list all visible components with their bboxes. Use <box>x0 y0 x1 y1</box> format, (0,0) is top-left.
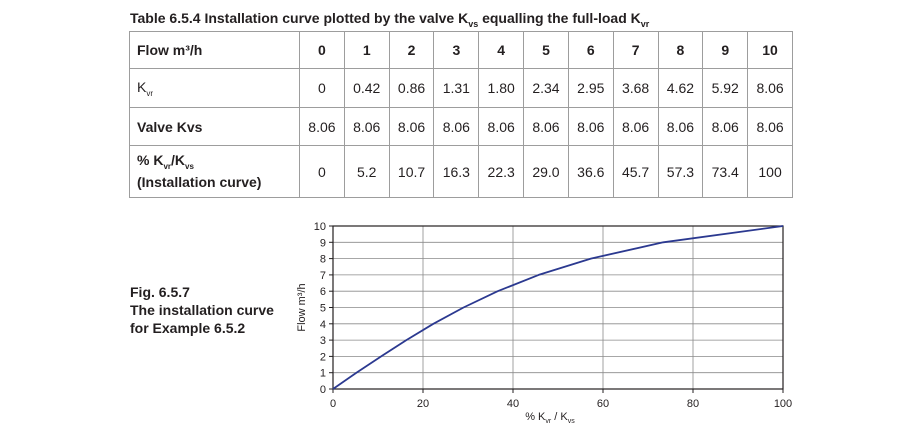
x-tick-label-40: 40 <box>507 398 519 410</box>
y-tick-label-8: 8 <box>320 254 326 266</box>
cell-pct-6: 36.6 <box>567 145 614 198</box>
cell-pct-4: 22.3 <box>478 145 525 198</box>
y-tick-label-5: 5 <box>320 303 326 315</box>
pct-label-b: /K <box>171 151 186 168</box>
cell-flow-3: 3 <box>433 31 480 69</box>
x-tick-label-60: 60 <box>597 398 609 410</box>
figure-caption: Fig. 6.5.7 The installation curve for Ex… <box>130 283 274 337</box>
cell-pct-8: 57.3 <box>657 145 704 198</box>
cell-kvs-7: 8.06 <box>612 107 659 146</box>
cell-flow-7: 7 <box>612 31 659 69</box>
series-line-0 <box>332 225 784 390</box>
cell-pct-7: 45.7 <box>612 145 659 198</box>
y-axis-label: Flow m³/h <box>296 283 308 331</box>
row-label-kvr: Kvr <box>129 68 300 108</box>
cell-pct-10: 100 <box>747 145 793 198</box>
cell-flow-0: 0 <box>299 31 345 69</box>
pct-label-sub1: vr <box>163 161 172 171</box>
cell-kvs-6: 8.06 <box>567 107 614 146</box>
y-tick-label-3: 3 <box>320 335 326 347</box>
caption-text: Table 6.5.4 Installation curve plotted b… <box>130 10 469 26</box>
x-tick-label-100: 100 <box>774 398 792 410</box>
y-tick-label-7: 7 <box>320 270 326 282</box>
caption-sub-vs: vs <box>468 18 479 29</box>
plot-frame <box>332 225 784 390</box>
pct-label-line2: (Installation curve) <box>137 174 262 191</box>
y-tick-label-9: 9 <box>320 237 326 249</box>
kvr-label-sub: vr <box>146 88 154 98</box>
cell-flow-9: 9 <box>702 31 749 69</box>
row-label-kvs: Valve Kvs <box>129 107 300 146</box>
cell-pct-1: 5.2 <box>343 145 390 198</box>
cell-kvs-9: 8.06 <box>702 107 749 146</box>
cell-kvs-3: 8.06 <box>433 107 480 146</box>
table-row-flow: Flow m³/h 0 1 2 3 4 5 6 7 8 9 10 <box>129 31 793 69</box>
cell-kvr-3: 1.31 <box>433 68 480 108</box>
x-tick-label-80: 80 <box>687 398 699 410</box>
row-label-flow: Flow m³/h <box>129 31 300 69</box>
figure-number: Fig. 6.5.7 <box>130 284 190 300</box>
cell-kvs-1: 8.06 <box>343 107 390 146</box>
figure-title-line1: The installation curve <box>130 302 274 318</box>
y-tick-label-6: 6 <box>320 286 326 298</box>
x-axis-label: % Kvr / Kvs <box>525 411 575 425</box>
y-tick-label-0: 0 <box>320 384 326 396</box>
table-caption: Table 6.5.4 Installation curve plotted b… <box>130 10 649 29</box>
caption-text-middle: equalling the full-load K <box>478 10 641 26</box>
cell-kvs-0: 8.06 <box>299 107 345 146</box>
x-tick-label-0: 0 <box>330 398 336 410</box>
y-tick-label-10: 10 <box>314 221 326 233</box>
installation-table: Flow m³/h 0 1 2 3 4 5 6 7 8 9 10 Kvr 0 0.42 0.86 1.31… <box>129 31 793 198</box>
cell-kvr-10: 8.06 <box>747 68 793 108</box>
y-tick-label-2: 2 <box>320 351 326 363</box>
cell-pct-2: 10.7 <box>388 145 435 198</box>
caption-sub-vr: vr <box>640 18 650 29</box>
cell-kvr-8: 4.62 <box>657 68 704 108</box>
cell-kvr-5: 2.34 <box>523 68 569 108</box>
cell-pct-9: 73.4 <box>702 145 749 198</box>
cell-flow-4: 4 <box>478 31 525 69</box>
cell-kvs-8: 8.06 <box>657 107 704 146</box>
cell-kvr-1: 0.42 <box>343 68 390 108</box>
cell-pct-3: 16.3 <box>433 145 480 198</box>
cell-flow-10: 10 <box>747 31 793 69</box>
y-tick-label-1: 1 <box>320 368 326 380</box>
pct-label-sub2: vs <box>185 161 194 171</box>
cell-kvr-2: 0.86 <box>388 68 435 108</box>
row-label-pct: % Kvr/Kvs (Installation curve) <box>129 145 300 198</box>
x-tick-label-20: 20 <box>417 398 429 410</box>
cell-kvs-10: 8.06 <box>747 107 793 146</box>
table-row-pct: % Kvr/Kvs (Installation curve) 0 5.2 10.7 16… <box>129 145 793 198</box>
cell-pct-0: 0 <box>299 145 345 198</box>
table-row-kvs: Valve Kvs 8.06 8.06 8.06 8.06 8.06 8.06 8.06 8.… <box>129 107 793 146</box>
pct-label-a: % K <box>137 151 164 168</box>
y-tick-label-4: 4 <box>320 319 326 331</box>
cell-flow-5: 5 <box>523 31 569 69</box>
figure-title-line2: for Example 6.5.2 <box>130 320 246 336</box>
cell-kvs-2: 8.06 <box>388 107 435 146</box>
kvr-label-text: K <box>137 78 147 95</box>
cell-kvr-4: 1.80 <box>478 68 525 108</box>
table-row-kvr: Kvr 0 0.42 0.86 1.31 1.80 2.34 2.95 3.68 4.62 5.9… <box>129 68 793 108</box>
cell-kvr-0: 0 <box>299 68 345 108</box>
